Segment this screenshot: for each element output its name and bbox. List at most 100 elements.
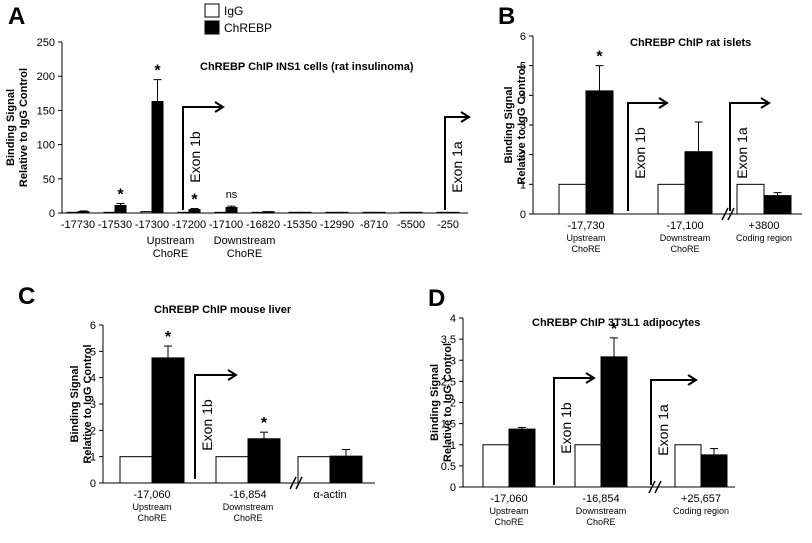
bar-chrebp <box>262 211 275 214</box>
bar-chrebp <box>188 209 201 214</box>
x-subcategory-label: Coding region <box>673 506 729 516</box>
panel-a-title: ChREBP ChIP INS1 cells (rat insulinoma) <box>200 61 414 73</box>
significance-star: * <box>261 415 268 432</box>
exon-arrow-line <box>194 374 235 479</box>
subgroup-label: ChoRE <box>153 248 188 260</box>
bar-igg <box>177 211 190 214</box>
panel-b-chart: 0 1 2 3 4 5 6 Binding Signal Relative to IgG Con… <box>503 31 802 254</box>
bar-chrebp <box>151 101 164 214</box>
bar-chrebp <box>585 90 614 215</box>
exon-arrow-head <box>658 97 669 109</box>
legend-igg-swatch <box>204 3 220 18</box>
x-tick-label: -17100 <box>209 219 243 231</box>
bar-igg <box>399 211 412 214</box>
panel-a-ytick-label: 0 <box>49 208 55 220</box>
bar-chrebp <box>336 211 349 214</box>
panel-b-ylabel-line2: Relative to IgG Control <box>516 65 528 184</box>
panel-b-ytick-label: 6 <box>520 31 526 43</box>
panel-a-ytick-label: 50 <box>43 174 55 186</box>
exon-1a-arrow-label: Exon 1a <box>449 141 465 193</box>
x-subcategory-label: ChoRE <box>571 244 600 254</box>
x-subcategory-label: ChoRE <box>670 244 699 254</box>
bar-igg <box>288 211 301 214</box>
x-category-label: +3800 <box>749 220 780 232</box>
significance-ns: ns <box>226 189 238 201</box>
x-subcategory-label: Upstream <box>489 506 528 516</box>
axis-break-1 <box>721 207 729 221</box>
exon-arrow-line <box>650 379 695 485</box>
panel-d-chart: 0 0.5 1 1.5 2 2.5 3 3.5 4 Binding Signal Relative … <box>429 313 735 527</box>
panel-letter-d: D <box>428 285 445 312</box>
panel-d-ytick-label: 4 <box>450 313 456 325</box>
bar-igg <box>297 456 331 484</box>
panel-d-ytick-label: 1 <box>450 440 456 452</box>
x-tick-label: -17530 <box>98 219 132 231</box>
x-tick-label: -250 <box>437 219 459 231</box>
legend-chrebp-swatch <box>204 20 220 35</box>
bar-chrebp <box>247 438 281 484</box>
panel-b-title: ChREBP ChIP rat islets <box>630 37 751 49</box>
legend-igg-label: IgG <box>224 4 243 18</box>
x-category-label: +25,657 <box>681 493 721 505</box>
exon-arrow-line <box>627 102 666 211</box>
panel-a-ylabel-line2: Relative to IgG Control <box>18 68 30 187</box>
x-subcategory-label: Upstream <box>566 233 605 243</box>
x-category-label: -17,100 <box>666 220 703 232</box>
panel-d-ylabel-line1: Binding Signal <box>429 364 441 441</box>
x-subcategory-label: Downstream <box>576 506 627 516</box>
bar-igg <box>325 211 338 214</box>
bar-chrebp <box>114 204 127 214</box>
x-category-label: -17,060 <box>133 489 170 501</box>
subgroup-label: Downstream <box>214 235 276 247</box>
exon-arrow-label: Exon 1a <box>734 127 750 179</box>
bar-igg <box>436 211 449 214</box>
bar-igg <box>657 183 686 215</box>
panel-c-ylabel-line1: Binding Signal <box>69 366 81 443</box>
bar-chrebp <box>763 195 792 215</box>
panel-b-ytick-label: 1 <box>520 179 526 191</box>
bar-chrebp <box>600 356 628 488</box>
legend-chrebp-label: ChREBP <box>224 21 272 35</box>
x-subcategory-label: ChoRE <box>137 513 166 523</box>
subgroup-label: ChoRE <box>227 248 262 260</box>
x-category-label: -17,060 <box>490 493 527 505</box>
exon-arrow-label: Exon 1b <box>199 399 215 451</box>
bar-chrebp <box>700 454 728 488</box>
bar-chrebp <box>508 428 536 488</box>
exon-arrow-line <box>729 102 768 211</box>
panel-b-ytick-label: 3 <box>520 120 526 132</box>
panel-d-ylabel-line2: Relative to IgG Control <box>442 343 454 462</box>
panel-c-ytick-label: 3 <box>90 399 96 411</box>
panel-c-ytick-label: 1 <box>90 452 96 464</box>
bar-chrebp <box>225 207 238 214</box>
bar-chrebp <box>151 357 185 484</box>
significance-star: * <box>165 329 172 346</box>
bar-igg <box>215 456 249 484</box>
x-tick-label: -17730 <box>61 219 95 231</box>
x-subcategory-label: ChoRE <box>494 517 523 527</box>
x-subcategory-label: Coding region <box>736 233 792 243</box>
exon-1a-arrow-line <box>444 116 468 210</box>
panel-a-ytick-label: 250 <box>37 37 55 49</box>
axis-break-2 <box>727 207 735 221</box>
bar-chrebp <box>447 211 460 214</box>
x-category-label: -16,854 <box>582 493 619 505</box>
x-subcategory-label: ChoRE <box>586 517 615 527</box>
axis-break-2 <box>295 476 303 490</box>
significance-star: * <box>154 63 161 80</box>
panel-d-ytick-label: 0.5 <box>441 461 456 473</box>
panel-d-ytick-label: 3.5 <box>441 334 456 346</box>
bar-igg <box>214 211 227 214</box>
panel-c-ytick-label: 2 <box>90 425 96 437</box>
x-tick-label: -5500 <box>397 219 425 231</box>
significance-star: * <box>117 186 124 203</box>
exon-arrow-head <box>227 369 238 381</box>
significance-star: * <box>191 192 198 209</box>
exon-arrow-label: Exon 1a <box>655 404 671 456</box>
panel-b-ytick-label: 4 <box>520 90 526 102</box>
bar-igg <box>251 211 264 214</box>
axis-break-2 <box>654 480 662 494</box>
panel-a-ytick-label: 100 <box>37 140 55 152</box>
panel-b-ytick-label: 5 <box>520 61 526 73</box>
